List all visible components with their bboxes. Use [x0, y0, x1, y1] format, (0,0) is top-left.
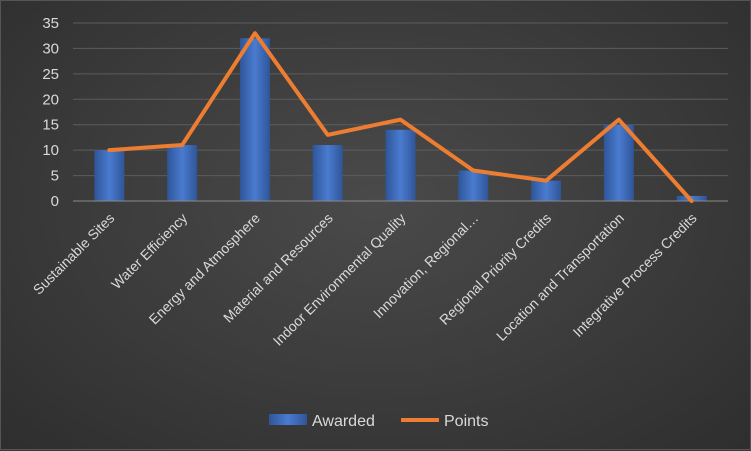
x-category-label: Water Efficiency — [108, 210, 190, 292]
y-tick-label: 10 — [42, 142, 59, 159]
legend-label-awarded: Awarded — [312, 413, 375, 430]
bar-awarded — [239, 38, 270, 201]
y-tick-label: 5 — [51, 168, 59, 185]
legend-label-points: Points — [444, 413, 488, 430]
bar-awarded — [531, 180, 562, 201]
points-line-series — [107, 31, 694, 203]
awarded-bars — [94, 38, 707, 201]
x-category-label: Location and Transportation — [493, 210, 627, 344]
y-axis-ticks: 0 5 10 15 20 25 30 35 — [42, 15, 59, 210]
y-tick-label: 35 — [42, 15, 59, 32]
y-tick-label: 15 — [42, 117, 59, 134]
bar-awarded — [94, 150, 125, 201]
y-tick-label: 25 — [42, 66, 59, 83]
bar-awarded — [167, 145, 198, 201]
bar-awarded — [458, 170, 489, 201]
y-tick-label: 20 — [42, 91, 59, 108]
bar-awarded — [603, 124, 634, 201]
bar-awarded — [385, 129, 416, 201]
y-tick-label: 0 — [51, 193, 59, 210]
line-points — [107, 31, 694, 203]
legend-swatch-awarded — [269, 414, 307, 425]
bar-awarded — [312, 145, 343, 201]
x-category-label: Indoor Environmental Quality — [270, 210, 409, 349]
x-category-label: Integrative Process Credits — [570, 210, 700, 340]
legend: Awarded Points — [269, 413, 488, 430]
y-tick-label: 30 — [42, 40, 59, 57]
x-category-label: Sustainable Sites — [30, 210, 118, 298]
